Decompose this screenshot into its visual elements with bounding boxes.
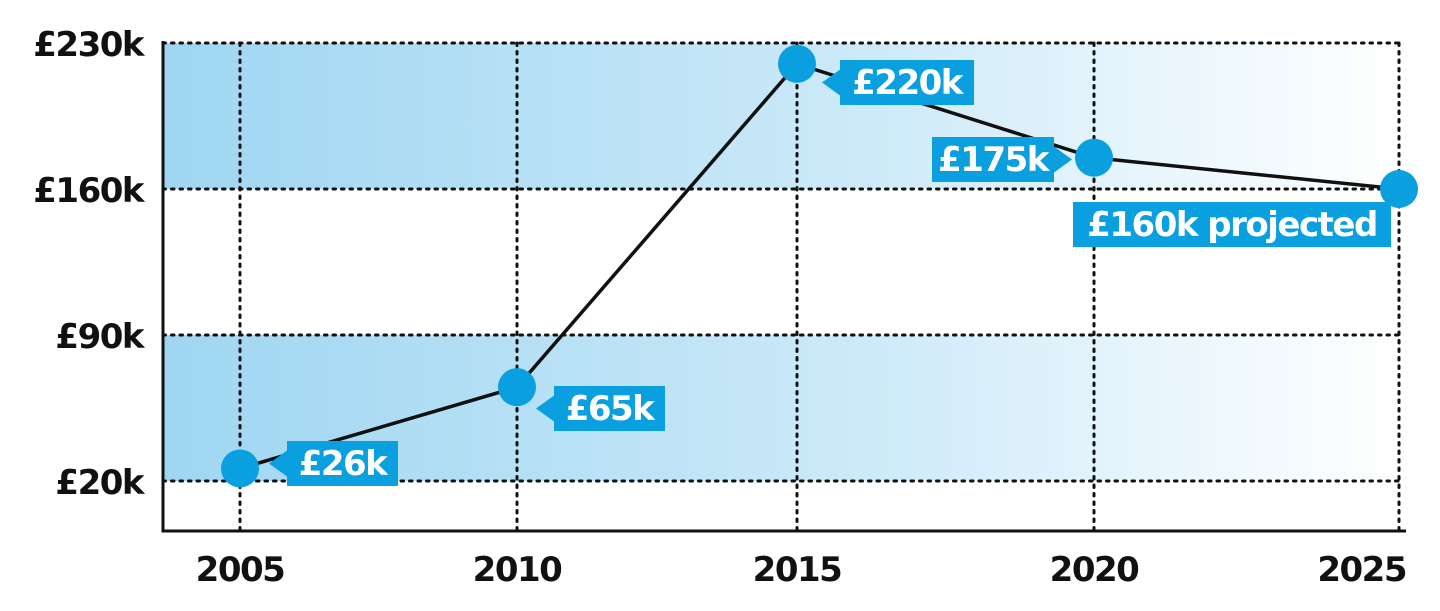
- data-label: £65k: [566, 389, 656, 429]
- background-bands: [163, 43, 1400, 481]
- y-tick-label: £90k: [55, 317, 145, 357]
- data-point: [498, 368, 536, 407]
- x-tick-label: 2015: [753, 550, 842, 590]
- label-background: [287, 441, 398, 486]
- data-label-box: £175k: [932, 137, 1072, 182]
- x-axis-ticks: 2005 2010 2015 2020 2025: [196, 550, 1408, 590]
- label-background: [932, 137, 1054, 182]
- data-label-box: £160k projected: [1073, 202, 1391, 247]
- data-label-box: £220k: [822, 60, 974, 105]
- data-label: £220k: [852, 63, 965, 103]
- y-tick-label: £230k: [33, 25, 146, 65]
- data-point: [1380, 170, 1418, 208]
- data-labels: £26k £65k £220k £175k £160k projected: [269, 60, 1391, 486]
- data-point: [221, 449, 259, 488]
- y-tick-label: £20k: [55, 463, 145, 503]
- label-pointer: [1054, 146, 1072, 173]
- label-background: [840, 60, 974, 105]
- data-point: [778, 44, 816, 83]
- data-series: [221, 44, 1418, 488]
- label-pointer: [822, 69, 840, 96]
- x-tick-label: 2025: [1317, 550, 1406, 590]
- y-axis-ticks: £20k £90k £160k £230k: [33, 25, 147, 503]
- data-point: [1075, 138, 1113, 177]
- data-label: £175k: [938, 140, 1051, 180]
- label-pointer: [269, 450, 287, 477]
- data-label-box: £26k: [269, 441, 398, 486]
- x-tick-label: 2020: [1050, 550, 1139, 590]
- data-label-box: £65k: [536, 386, 665, 431]
- x-tick-label: 2010: [473, 550, 562, 590]
- label-pointer: [536, 395, 554, 422]
- axes: [161, 41, 1406, 533]
- x-tick-label: 2005: [196, 550, 285, 590]
- label-background: [554, 386, 665, 431]
- label-background: [1073, 202, 1391, 247]
- data-label: £160k projected: [1087, 205, 1377, 245]
- data-label: £26k: [299, 444, 389, 484]
- y-tick-label: £160k: [33, 171, 146, 211]
